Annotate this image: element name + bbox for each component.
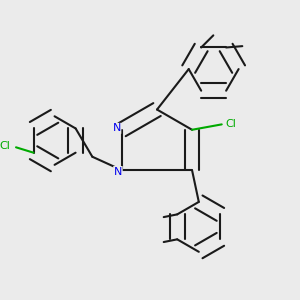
Text: N: N [112,123,121,134]
Text: Cl: Cl [226,119,237,129]
Text: N: N [114,167,122,177]
Text: Cl: Cl [0,141,11,151]
